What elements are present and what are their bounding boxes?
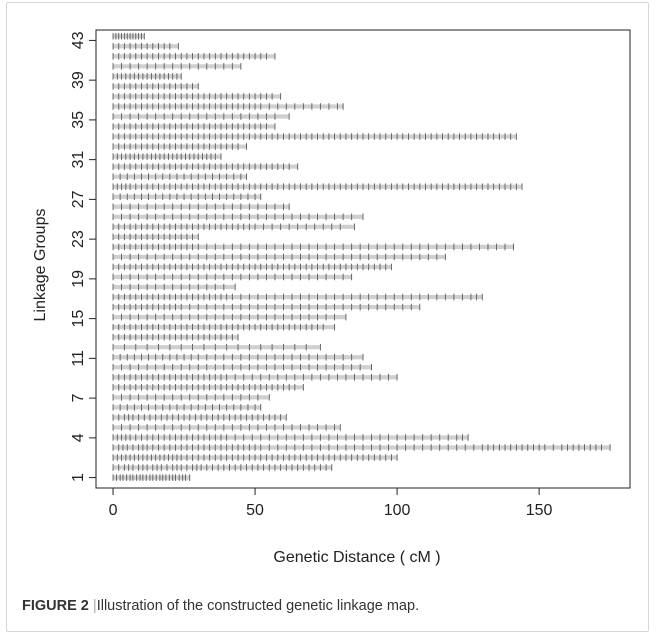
y-tick-label: 7 [70, 394, 87, 403]
linkage-group-16 [112, 323, 336, 331]
linkage-group-14 [112, 343, 321, 351]
caption-separator: | [92, 598, 97, 614]
linkage-group-5 [112, 434, 469, 441]
y-tick-label: 27 [70, 190, 87, 208]
linkage-group-38 [112, 103, 344, 110]
x-tick-label: 50 [246, 502, 264, 519]
linkage-group-10 [112, 384, 304, 391]
linkage-group-30 [112, 183, 523, 191]
x-tick-label: 150 [526, 502, 553, 519]
x-tick-label: 100 [384, 502, 411, 519]
y-axis: 1 4 7 11 15 19 23 27 31 35 39 43 [70, 31, 96, 482]
linkage-group-27 [112, 213, 364, 221]
figure-label: FIGURE 2 [22, 598, 89, 614]
y-axis-title: Linkage Groups [32, 209, 49, 322]
linkage-group-15 [112, 333, 239, 341]
y-tick-label: 4 [70, 433, 87, 442]
linkage-group-23 [112, 253, 446, 261]
linkage-group-31 [112, 173, 247, 180]
y-tick-label: 35 [70, 111, 87, 129]
caption-text: Illustration of the constructed genetic … [96, 598, 420, 614]
y-tick-label: 1 [70, 473, 87, 482]
linkage-group-43 [112, 53, 276, 60]
linkage-group-37 [112, 113, 290, 120]
x-axis-title: Genetic Distance ( cM ) [273, 549, 440, 566]
plot-area-border [95, 29, 631, 489]
linkage-group-45 [112, 32, 145, 40]
figure-frame [6, 2, 649, 632]
x-tick-label: 0 [109, 502, 118, 519]
linkage-group-44 [112, 42, 179, 50]
linkage-group-40 [112, 83, 199, 90]
linkage-group-33 [112, 153, 222, 160]
linkage-group-35 [112, 133, 517, 140]
linkage-group-34 [112, 143, 247, 150]
linkage-group-21 [112, 273, 353, 281]
linkage-group-42 [112, 63, 242, 70]
figure-caption: FIGURE 2 |Illustration of the constructe… [22, 598, 419, 614]
linkage-group-11 [112, 373, 398, 381]
linkage-group-20 [112, 283, 236, 291]
linkage-group-3 [112, 454, 398, 461]
y-tick-label: 23 [70, 230, 87, 248]
linkage-group-8 [112, 404, 262, 411]
linkage-group-1 [112, 474, 191, 481]
linkage-map-chart: 0 50 100 150 1 4 7 11 15 19 23 27 31 35 39 43 Genetic … [32, 29, 631, 566]
x-axis: 0 50 100 150 [109, 488, 553, 519]
y-tick-label: 43 [70, 31, 87, 49]
linkage-group-25 [112, 233, 199, 241]
y-tick-label: 39 [70, 71, 87, 89]
linkage-group-4 [112, 444, 611, 451]
linkage-group-19 [112, 293, 483, 301]
linkage-group-6 [112, 424, 341, 431]
linkage-group-26 [112, 223, 355, 231]
linkage-group-24 [112, 243, 514, 251]
y-tick-label: 31 [70, 151, 87, 169]
linkage-group-9 [112, 394, 270, 401]
linkage-group-22 [112, 263, 392, 271]
linkage-group-29 [112, 193, 262, 201]
y-tick-label: 19 [70, 270, 87, 288]
linkage-group-28 [112, 203, 290, 211]
linkage-group-41 [112, 73, 182, 80]
linkage-group-17 [112, 313, 347, 321]
linkage-group-12 [112, 363, 372, 371]
linkage-group-39 [112, 93, 282, 100]
y-tick-label: 11 [70, 350, 87, 367]
linkage-group-2 [112, 464, 333, 471]
linkage-group-36 [112, 123, 276, 130]
linkage-group-7 [112, 414, 287, 421]
linkage-group-18 [112, 303, 421, 311]
y-tick-label: 15 [70, 310, 87, 328]
linkage-group-32 [112, 163, 299, 170]
linkage-group-13 [112, 353, 364, 361]
